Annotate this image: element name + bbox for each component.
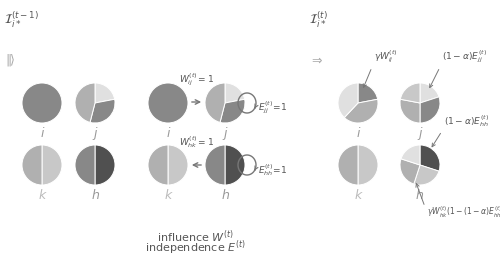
Wedge shape <box>220 99 245 123</box>
Text: j: j <box>223 127 227 140</box>
Wedge shape <box>168 145 188 185</box>
Wedge shape <box>420 83 439 103</box>
Wedge shape <box>400 99 420 123</box>
Text: k: k <box>38 189 46 202</box>
Text: $\Rightarrow$: $\Rightarrow$ <box>309 53 324 67</box>
Wedge shape <box>95 83 114 103</box>
Text: $\mathcal{I}_{i*}^{(t-1)}$: $\mathcal{I}_{i*}^{(t-1)}$ <box>4 10 39 30</box>
Wedge shape <box>148 145 168 185</box>
Text: $(1-\alpha)E_{hh}^{(t)}$: $(1-\alpha)E_{hh}^{(t)}$ <box>444 113 489 129</box>
Text: k: k <box>164 189 172 202</box>
Wedge shape <box>205 83 225 122</box>
Text: h: h <box>416 189 424 202</box>
Text: $E_{jj}^{(t)}\!=\!1$: $E_{jj}^{(t)}\!=\!1$ <box>258 100 287 116</box>
Wedge shape <box>420 97 440 123</box>
Wedge shape <box>205 145 225 185</box>
Wedge shape <box>400 159 420 184</box>
Text: h: h <box>221 189 229 202</box>
Text: i: i <box>40 127 44 140</box>
Wedge shape <box>22 83 62 123</box>
Text: independence $E^{(t)}$: independence $E^{(t)}$ <box>144 239 246 257</box>
Text: j: j <box>418 127 422 140</box>
Wedge shape <box>338 83 358 118</box>
Wedge shape <box>414 165 439 185</box>
Wedge shape <box>401 145 420 165</box>
Wedge shape <box>95 145 115 185</box>
Wedge shape <box>400 83 420 103</box>
Wedge shape <box>225 83 244 103</box>
Wedge shape <box>420 145 440 171</box>
Wedge shape <box>148 83 188 123</box>
Text: $\mathcal{I}_{i*}^{(t)}$: $\mathcal{I}_{i*}^{(t)}$ <box>309 10 328 30</box>
Wedge shape <box>22 145 42 185</box>
Text: j: j <box>93 127 97 140</box>
Text: $W_{ij}^{(t)}=1$: $W_{ij}^{(t)}=1$ <box>179 72 214 88</box>
Wedge shape <box>358 83 378 103</box>
Text: $\Vert\!\rangle$: $\Vert\!\rangle$ <box>5 52 15 68</box>
Text: $E_{hh}^{(t)}\!=\!1$: $E_{hh}^{(t)}\!=\!1$ <box>258 162 287 178</box>
Text: h: h <box>91 189 99 202</box>
Text: i: i <box>166 127 170 140</box>
Text: $\gamma W_{ij}^{(t)}$: $\gamma W_{ij}^{(t)}$ <box>374 49 398 65</box>
Wedge shape <box>75 83 95 122</box>
Text: i: i <box>356 127 360 140</box>
Text: $W_{hk}^{(t)}=1$: $W_{hk}^{(t)}=1$ <box>179 134 214 150</box>
Wedge shape <box>225 145 245 185</box>
Text: $\gamma W_{hk}^{(t)}(1-(1-\alpha)E_{hh}^{(t)})$: $\gamma W_{hk}^{(t)}(1-(1-\alpha)E_{hh}^… <box>427 205 500 220</box>
Wedge shape <box>90 99 115 123</box>
Wedge shape <box>75 145 95 185</box>
Wedge shape <box>42 145 62 185</box>
Wedge shape <box>358 145 378 185</box>
Wedge shape <box>338 145 358 185</box>
Text: k: k <box>354 189 362 202</box>
Text: influence $W^{(t)}$: influence $W^{(t)}$ <box>156 229 234 245</box>
Text: $(1-\alpha)E_{jj}^{(t)}$: $(1-\alpha)E_{jj}^{(t)}$ <box>442 49 487 65</box>
Wedge shape <box>344 99 378 123</box>
